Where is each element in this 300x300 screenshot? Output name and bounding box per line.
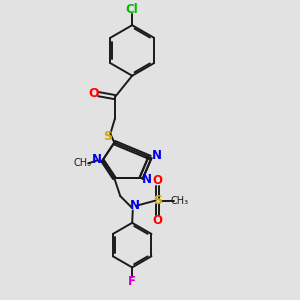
- Text: N: N: [142, 173, 152, 186]
- Text: Cl: Cl: [126, 3, 139, 16]
- Text: O: O: [153, 174, 163, 187]
- Text: N: N: [152, 149, 161, 163]
- Text: N: N: [130, 199, 140, 212]
- Text: N: N: [92, 153, 101, 166]
- Text: O: O: [153, 214, 163, 227]
- Text: CH₃: CH₃: [73, 158, 91, 168]
- Text: CH₃: CH₃: [171, 196, 189, 206]
- Text: S: S: [103, 130, 112, 143]
- Text: F: F: [128, 275, 136, 288]
- Text: S: S: [153, 194, 162, 207]
- Text: O: O: [88, 87, 98, 100]
